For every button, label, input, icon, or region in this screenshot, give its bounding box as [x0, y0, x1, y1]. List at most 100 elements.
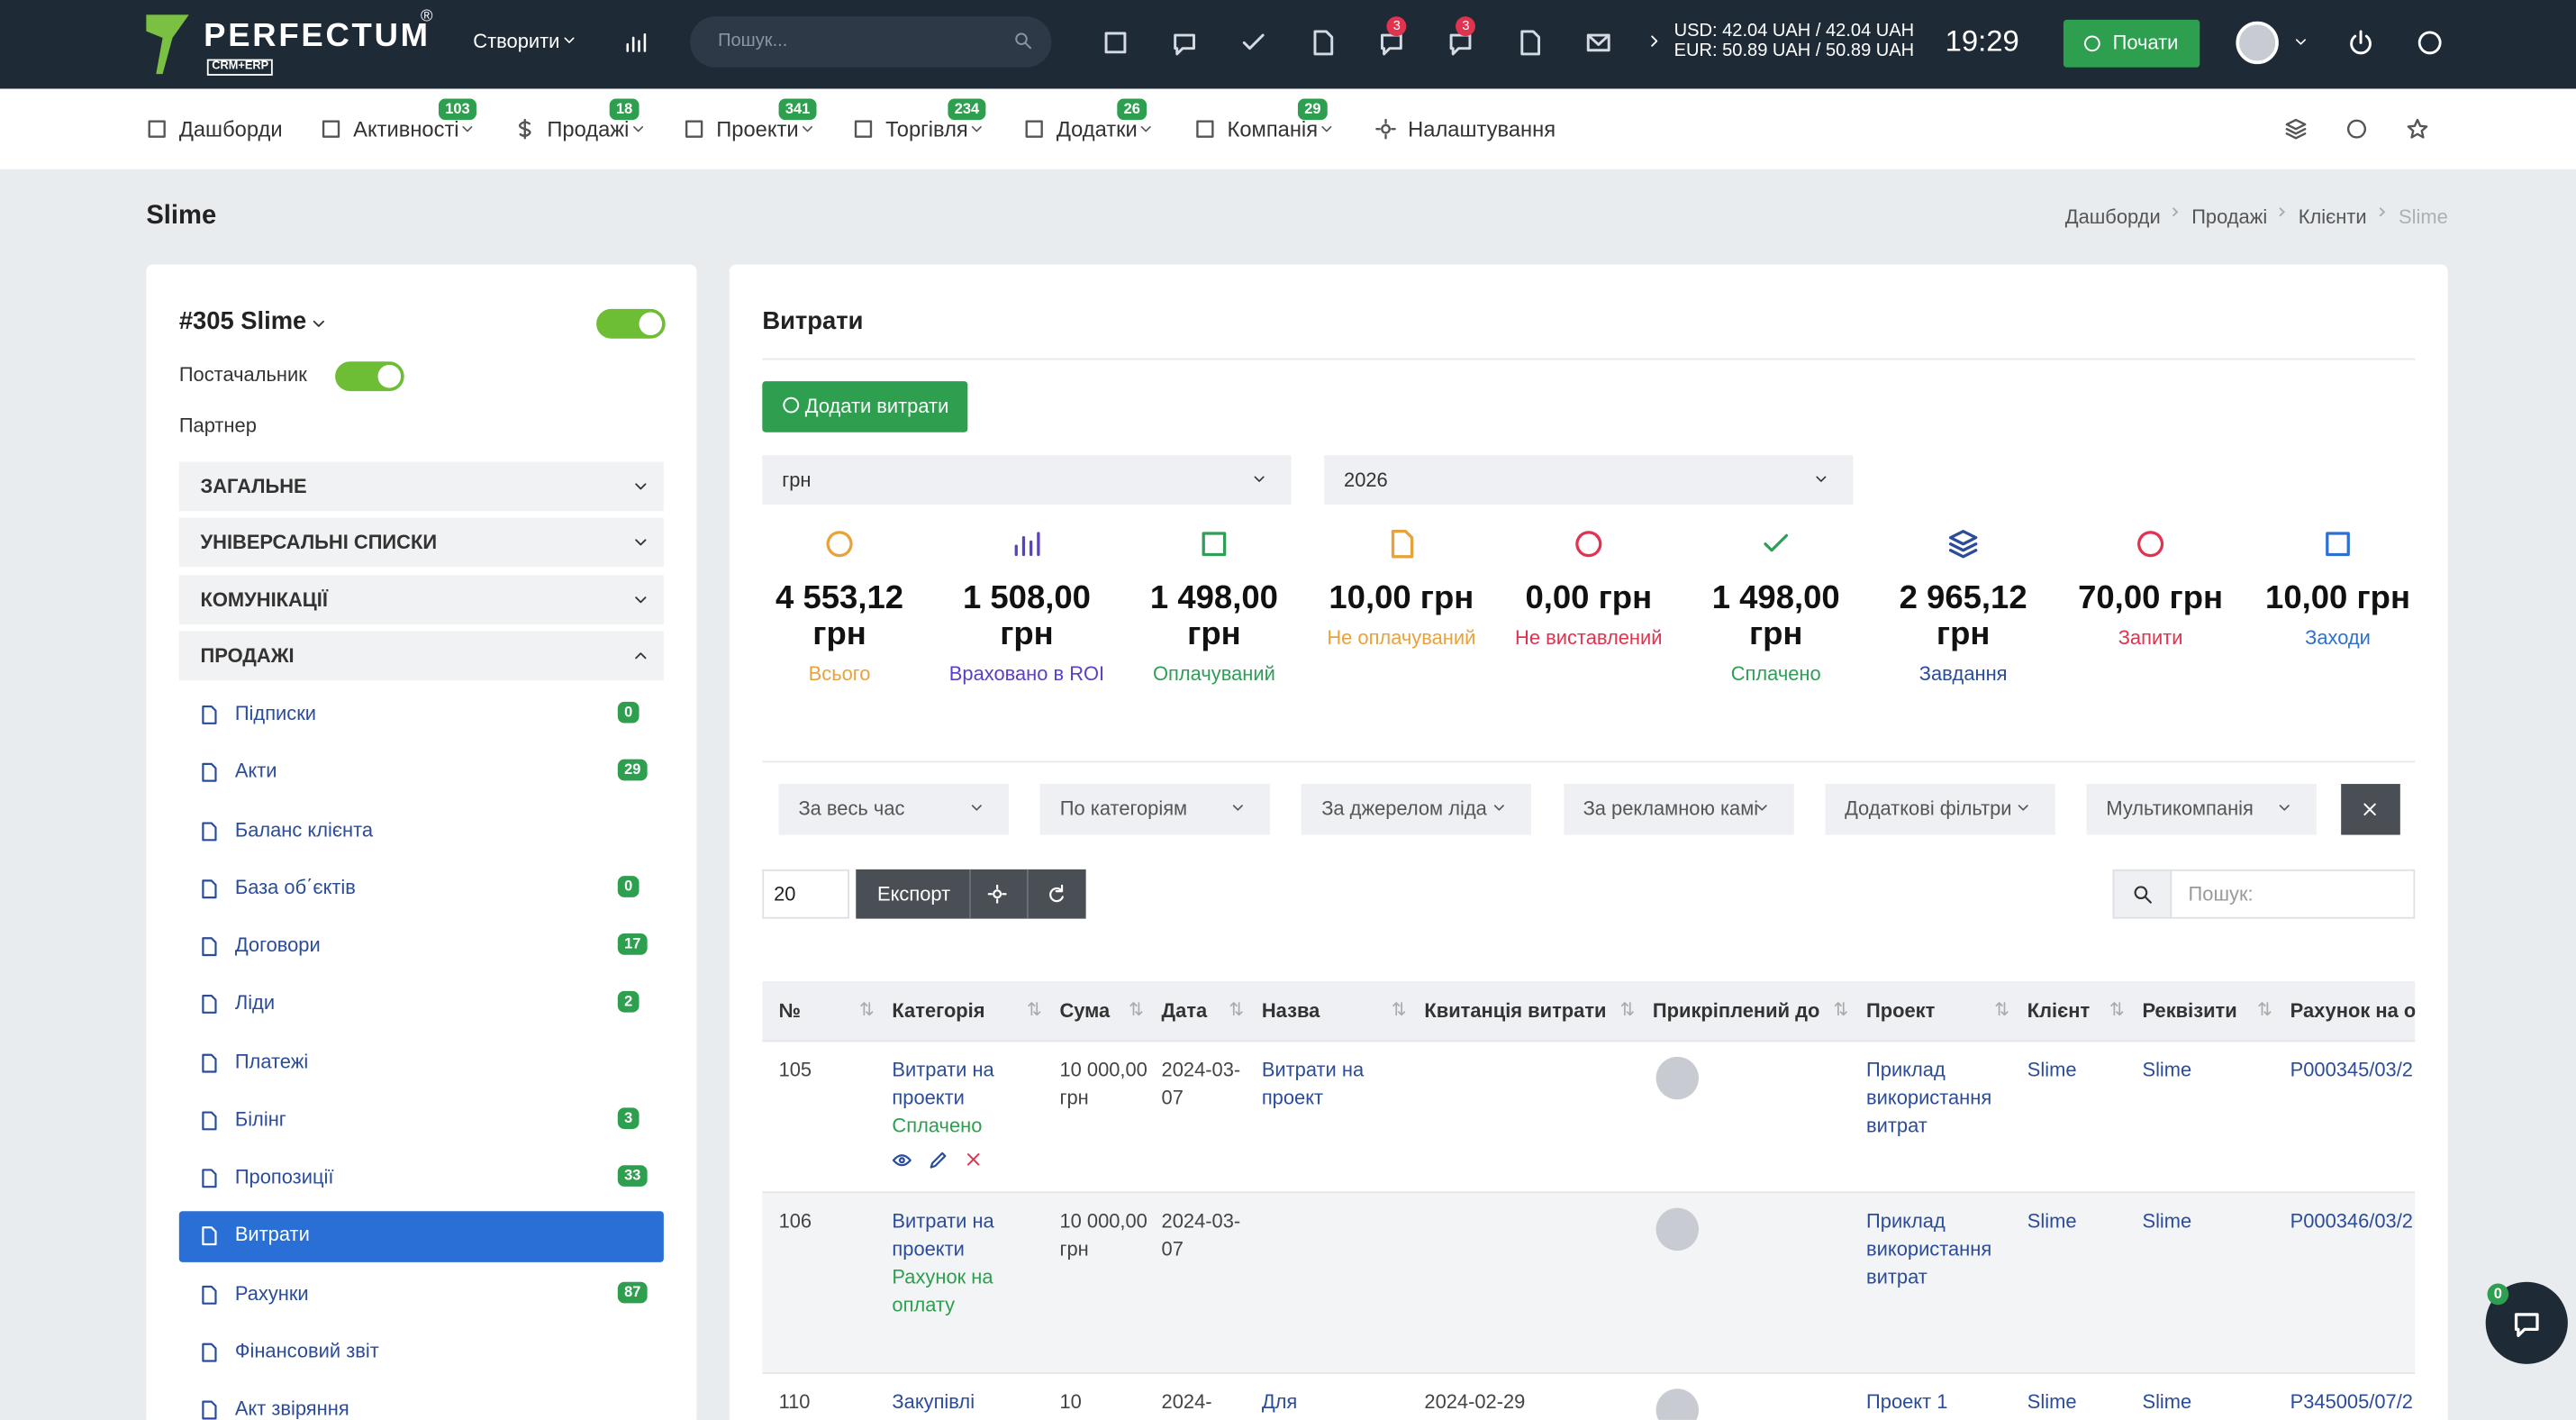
logo-mark[interactable] — [146, 14, 192, 75]
sidebar-item[interactable]: Баланс клієнта — [234, 817, 374, 841]
table-search-input[interactable] — [2170, 869, 2416, 919]
section-header[interactable] — [178, 575, 664, 625]
column-header[interactable]: Сума — [1059, 998, 1111, 1023]
edit-action[interactable] — [929, 1151, 948, 1170]
sort-arrows[interactable]: ⇅ — [2257, 1000, 2272, 1021]
create-menu[interactable]: Створити — [473, 29, 560, 53]
column-header[interactable]: Квитанція витрати — [1424, 998, 1607, 1023]
settings-button[interactable] — [987, 884, 1007, 904]
sidebar-item[interactable]: База об΄єктів — [234, 875, 356, 899]
table-cell[interactable]: Проект 1 — [1866, 1390, 1948, 1414]
menu-icon[interactable] — [514, 118, 536, 140]
page-size-select[interactable] — [762, 869, 849, 919]
attached-avatar[interactable] — [1655, 1207, 1699, 1252]
table-cell[interactable]: Slime — [2027, 1209, 2077, 1233]
chat-icon[interactable] — [2512, 1308, 2542, 1338]
top-icon[interactable] — [1378, 30, 1404, 56]
sidebar-item[interactable]: Акт звіряння — [234, 1397, 349, 1420]
top-icon[interactable] — [1310, 30, 1336, 56]
delete-action[interactable] — [965, 1151, 983, 1169]
menu-icon[interactable] — [146, 118, 168, 140]
attached-avatar[interactable] — [1655, 1388, 1699, 1420]
sidebar-item[interactable]: Акти — [234, 760, 277, 783]
table-cell[interactable]: P000346/03/2 — [2290, 1209, 2413, 1233]
menu-icon[interactable] — [1023, 118, 1045, 140]
table-cell[interactable]: Slime — [2142, 1209, 2192, 1233]
select-box[interactable] — [1324, 455, 1854, 505]
client-chevron[interactable] — [311, 315, 327, 332]
client-title[interactable]: #305 Slime — [178, 307, 307, 336]
menu-icon[interactable] — [321, 118, 342, 140]
export-button[interactable]: Експорт — [877, 882, 951, 906]
top-icon[interactable] — [1102, 30, 1129, 56]
add-expense-button[interactable] — [762, 381, 968, 432]
table-cell[interactable]: Приклад використання витрат — [1866, 1058, 1992, 1138]
sidebar-item[interactable]: Рахунки — [234, 1280, 309, 1305]
start-button[interactable] — [2063, 19, 2200, 68]
select-box[interactable] — [762, 455, 1292, 505]
breadcrumb[interactable]: Продажі — [2191, 205, 2268, 229]
logout-icon[interactable] — [2347, 30, 2373, 56]
filter-dropdown[interactable] — [1825, 784, 2055, 835]
table-cell[interactable]: Slime — [2027, 1058, 2077, 1082]
search-box[interactable] — [690, 16, 1052, 68]
logo-text[interactable]: PERFECTUM — [204, 18, 431, 55]
menu-chevron[interactable] — [800, 122, 814, 136]
table-cell[interactable]: P000345/03/2 — [2290, 1058, 2413, 1082]
menu-item[interactable]: Активності — [353, 116, 459, 141]
top-icon[interactable] — [1517, 30, 1543, 56]
stats-icon[interactable] — [624, 32, 648, 55]
sort-arrows[interactable]: ⇅ — [1391, 1000, 1407, 1021]
menu-item[interactable]: Налаштування — [1408, 116, 1556, 141]
table-cell[interactable]: Приклад використання витрат — [1866, 1209, 1992, 1289]
sidebar-item[interactable]: Договори — [234, 933, 321, 957]
filter-dropdown[interactable] — [1302, 784, 1532, 835]
user-avatar[interactable] — [2236, 21, 2279, 65]
filter-dropdown[interactable] — [1039, 784, 1271, 835]
column-header[interactable]: № — [778, 998, 801, 1023]
sort-arrows[interactable]: ⇅ — [1129, 1000, 1144, 1021]
menu-icon[interactable] — [684, 118, 705, 140]
sidebar-item[interactable]: Витрати — [234, 1223, 310, 1247]
menu-tool[interactable] — [2285, 118, 2307, 140]
menu-item[interactable]: Компанія — [1227, 116, 1319, 141]
sort-arrows[interactable]: ⇅ — [1833, 1000, 1849, 1021]
column-header[interactable]: Прикріплений до — [1652, 998, 1820, 1023]
section-header[interactable] — [178, 631, 664, 681]
menu-item[interactable]: Проекти — [716, 116, 799, 141]
table-cell[interactable]: P345005/07/2 — [2290, 1390, 2413, 1414]
sort-arrows[interactable]: ⇅ — [1229, 1000, 1245, 1021]
sort-arrows[interactable]: ⇅ — [1026, 1000, 1042, 1021]
view-action[interactable] — [892, 1151, 912, 1170]
menu-item[interactable]: Додатки — [1056, 116, 1138, 141]
rates-toggle[interactable] — [1646, 32, 1663, 49]
sidebar-item[interactable]: Платежі — [234, 1049, 309, 1073]
filter-dropdown[interactable] — [2086, 784, 2317, 835]
sort-arrows[interactable]: ⇅ — [1619, 1000, 1636, 1021]
sidebar-item-active[interactable] — [178, 1211, 664, 1263]
table-cell[interactable]: Slime — [2142, 1058, 2192, 1082]
column-header[interactable]: Проект — [1866, 998, 1936, 1023]
menu-item[interactable]: Торгівля — [885, 116, 968, 141]
menu-icon[interactable] — [1375, 118, 1397, 140]
table-cell[interactable]: Витрати на проекти — [892, 1209, 994, 1261]
sidebar-item[interactable]: Фінансовий звіт — [234, 1339, 379, 1362]
menu-icon[interactable] — [853, 118, 875, 140]
create-chevron[interactable] — [562, 32, 576, 47]
sidebar-item[interactable]: Підписки — [234, 701, 317, 725]
table-cell[interactable]: Slime — [2142, 1390, 2192, 1414]
column-header[interactable]: Назва — [1261, 998, 1320, 1023]
section-header[interactable] — [178, 461, 664, 512]
table-cell[interactable]: Витрати на проект — [1261, 1058, 1365, 1110]
menu-item[interactable]: Дашборди — [178, 116, 283, 141]
column-header[interactable]: Дата — [1161, 998, 1208, 1023]
menu-chevron[interactable] — [460, 122, 475, 136]
column-header[interactable]: Клієнт — [2027, 998, 2091, 1023]
help-icon[interactable] — [2417, 30, 2443, 56]
attached-avatar[interactable] — [1655, 1056, 1699, 1100]
menu-chevron[interactable] — [969, 122, 984, 136]
table-cell[interactable]: Slime — [2027, 1390, 2077, 1414]
column-header[interactable]: Рахунок на оп — [2290, 998, 2416, 1023]
sidebar-item[interactable]: Ліди — [234, 991, 276, 1015]
user-chevron[interactable] — [2293, 34, 2308, 49]
